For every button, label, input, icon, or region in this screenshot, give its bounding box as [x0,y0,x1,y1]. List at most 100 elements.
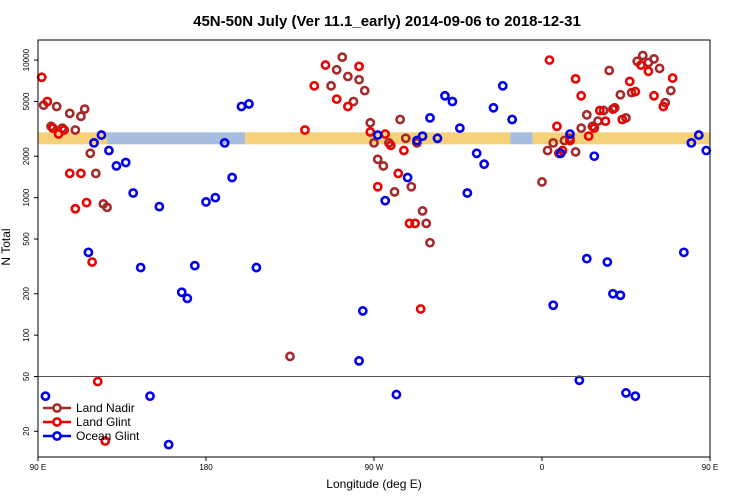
ocean-glint-point [372,130,383,140]
ocean-glint-point [565,129,575,139]
land-glint-point [570,73,581,84]
ocean-glint-point [589,151,600,162]
land-nadir-point [76,111,86,122]
land-glint-point [76,168,86,179]
legend-marker-land-nadir [52,403,62,413]
ocean-glint-point [96,130,107,140]
land-glint-point [576,90,587,101]
ocean-glint-point [693,130,704,140]
x-axis-label: Longitude (deg E) [326,477,421,491]
land-nadir-point [576,123,587,134]
land-glint-point [365,127,376,137]
legend-label-land-nadir: Land Nadir [76,401,135,415]
ocean-glint-point [432,133,443,144]
land-glint-point [594,105,605,116]
land-nadir-point [354,74,364,85]
land-glint-point [59,125,70,135]
land-nadir-point [369,137,379,148]
land-nadir-point [102,202,112,213]
land-glint-point [608,104,618,115]
legend-label-land-glint: Land Glint [76,415,131,429]
land-glint-point [309,80,320,91]
land-glint-point [649,90,659,101]
land-nadir-point [70,125,81,135]
ocean-glint-point [145,391,155,402]
ocean-glint-point [135,262,146,273]
ocean-glint-point [219,137,230,148]
y-tick-label: 5000 [22,92,31,110]
land-nadir-point [389,187,400,197]
ocean-glint-point [462,188,473,198]
y-tick-label: 200 [22,287,31,301]
land-glint-point [36,72,47,83]
ocean-glint-point [686,137,697,148]
ocean-glint-point [104,145,114,156]
band-segment [107,132,246,145]
ocean-glint-point [154,201,165,212]
ocean-glint-point [227,172,238,183]
ocean-glint-point [380,195,391,206]
ocean-glint-point [120,157,131,168]
x-tick-label: 90 W [365,463,384,472]
land-glint-point [385,140,396,151]
x-tick-label: 0 [540,463,545,472]
band-segment [532,132,710,145]
ocean-glint-point [402,172,413,183]
land-nadir-point [417,206,428,216]
ocean-glint-point [454,123,465,134]
ocean-glint-point [608,288,618,299]
land-nadir-point [542,145,553,156]
ocean-glint-point [507,114,518,125]
x-tick-label: 90 E [30,463,46,472]
ocean-glint-point [391,389,402,400]
land-nadir-point [285,351,295,362]
data-points [36,50,712,450]
ocean-glint-point [176,287,187,298]
x-tick-label: 180 [199,463,213,472]
land-nadir-point [425,237,435,248]
land-glint-point [583,131,594,142]
ocean-glint-point [488,102,499,113]
y-tick-label: 500 [22,232,31,246]
ocean-glint-point [678,247,689,258]
legend-marker-ocean-glint [52,431,62,441]
land-nadir-point [598,105,609,116]
land-nadir-point [581,109,592,120]
ocean-glint-point [440,90,450,101]
land-glint-point [48,123,58,134]
ocean-glint-point [182,293,193,304]
land-nadir-point [604,65,615,76]
y-tick-label: 50 [22,372,31,381]
ocean-glint-point [701,145,712,156]
land-glint-point [342,101,353,112]
land-nadir-point [421,218,432,229]
land-nadir-point [615,89,626,100]
ocean-glint-point [244,99,254,109]
y-tick-label: 2000 [22,147,31,165]
land-nadir-point [400,133,411,144]
ocean-glint-point [357,306,368,316]
land-glint-point [398,145,409,156]
ocean-glint-point [602,257,613,267]
ocean-glint-point [417,131,428,142]
land-nadir-point [51,101,62,112]
y-tick-label: 100 [22,328,31,342]
land-nadir-point [79,104,90,115]
land-nadir-point [548,137,559,148]
land-nadir-point [342,71,353,82]
ocean-glint-point [471,148,482,159]
ocean-glint-point [111,161,122,171]
land-glint-point [600,116,611,127]
land-nadir-point [372,154,383,165]
land-glint-point [354,61,364,72]
land-nadir-point [331,64,342,75]
legend-label-ocean-glint: Ocean Glint [76,429,140,443]
land-glint-point [630,86,641,97]
y-tick-label: 1000 [22,188,31,206]
ocean-glint-point [210,192,221,203]
ocean-glint-point [128,188,139,198]
land-nadir-point [537,177,547,187]
land-glint-point [70,203,81,214]
ocean-glint-point [615,290,626,301]
land-glint-point [415,304,426,314]
